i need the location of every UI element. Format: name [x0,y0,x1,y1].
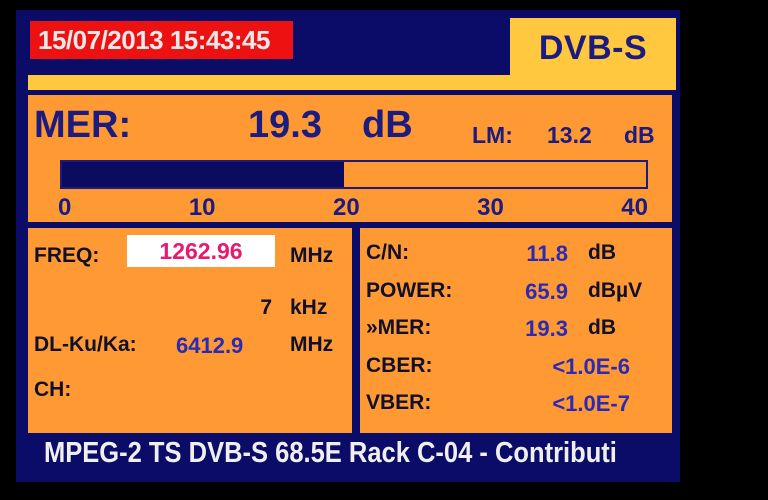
mer-level-bar [60,160,648,189]
measurement-value: <1.0E-7 [552,391,630,416]
measurement-row: C/N: 11.8 dB [360,241,672,279]
measurements-panel: C/N: 11.8 dB POWER: 65.9 dBµV »MER: 19.3 dB CBER:… [360,228,672,433]
measurement-row: »MER: 19.3 dB [360,316,672,354]
main-frame: 15/07/2013 15:43:45 DVB-S MER: 19.3 dB L… [16,10,680,482]
frequency-label: FREQ: [34,244,100,267]
mer-level-bar-fill [62,162,345,187]
frequency-value: 1262.96 [159,237,243,264]
downlink-label: DL-Ku/Ka: [34,333,137,356]
tuning-panel: FREQ: 1262.96 MHz 7 kHz DL-Ku/Ka: 6412.9… [28,228,352,433]
mode-label: DVB-S [538,28,648,67]
datetime-box: 15/07/2013 15:43:45 [30,21,293,59]
measurement-value: 65.9 [525,278,568,304]
measurement-row: POWER: 65.9 dBµV [360,279,672,317]
scale-tick: 40 [621,194,648,221]
measurement-value: <1.0E-6 [552,353,630,379]
measurement-label: POWER: [366,278,453,302]
measurement-row: CBER: <1.0E-6 [360,354,672,392]
lm-unit: dB [624,122,655,148]
measurements-rows: C/N: 11.8 dB POWER: 65.9 dBµV »MER: 19.3 dB CBER:… [360,241,672,429]
measurement-label: CBER: [366,353,433,377]
measurement-row: VBER: <1.0E-7 [360,391,672,429]
lm-label: LM: [472,122,513,148]
status-text: MPEG-2 TS DVB-S 68.5E Rack C-04 - Contri… [44,437,617,469]
measurement-unit: dBµV [588,278,643,302]
measurement-unit: dB [588,316,616,339]
mode-indicator: DVB-S [510,18,676,90]
frequency-unit: MHz [290,244,334,267]
measurement-value: 11.8 [526,241,568,266]
scale-tick: 0 [58,194,72,221]
measurement-label: VBER: [366,391,432,414]
frequency-input[interactable]: 1262.96 [127,235,275,267]
mer-unit: dB [362,104,413,146]
scale-tick: 20 [332,194,360,221]
downlink-value: 6412.9 [176,333,244,358]
mer-label: MER: [34,104,132,146]
lm-value: 13.2 [547,122,592,148]
datetime-text: 15/07/2013 15:43:45 [38,25,270,55]
mer-value: 19.3 [248,104,322,146]
mer-panel: MER: 19.3 dB LM: 13.2 dB 0 10 20 30 40 [28,95,672,222]
downlink-unit: MHz [290,333,334,356]
status-bar: MPEG-2 TS DVB-S 68.5E Rack C-04 - Contri… [44,437,617,470]
offset-unit: kHz [290,296,328,319]
channel-label: CH: [34,378,72,401]
measurement-label: C/N: [366,241,410,264]
measurement-unit: dB [588,241,616,264]
measurement-value: 19.3 [525,316,568,341]
scale-tick: 10 [188,194,216,221]
scale-tick: 30 [477,194,504,221]
mer-scale: 0 10 20 30 40 [58,194,648,222]
offset-value: 7 [260,296,272,319]
measurement-label: »MER: [366,316,432,339]
